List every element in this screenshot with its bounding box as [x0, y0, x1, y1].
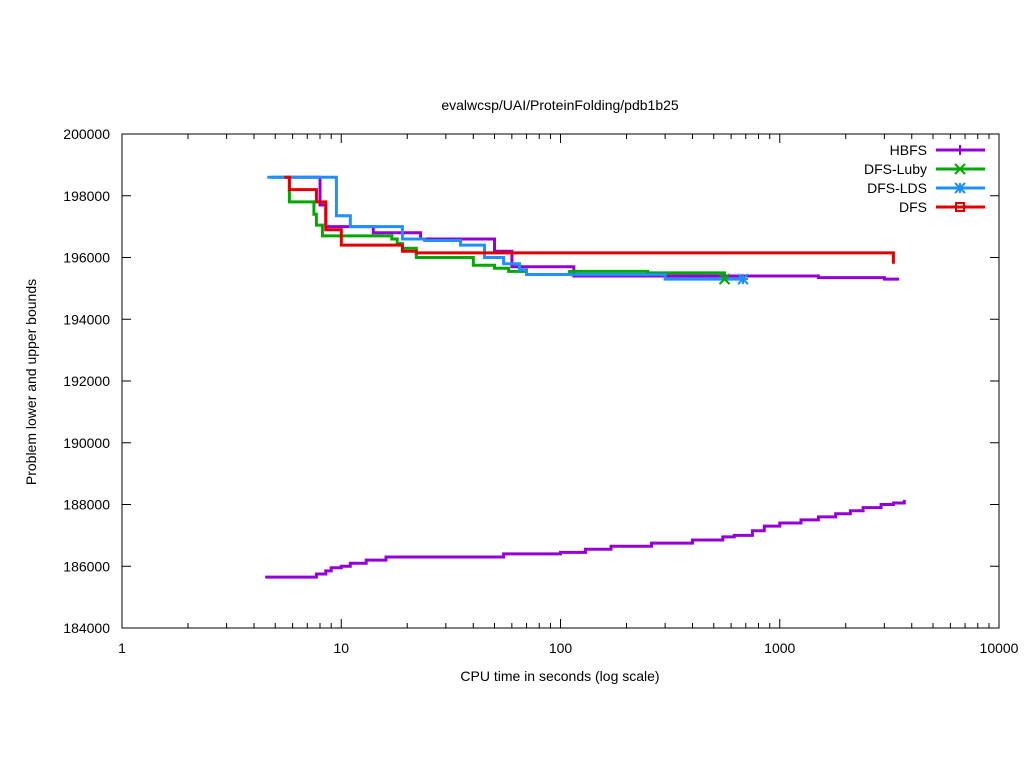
legend-marker	[954, 182, 966, 194]
y-axis-label: Problem lower and upper bounds	[23, 279, 39, 485]
y-tick-label: 184000	[63, 620, 110, 636]
y-tick-label: 190000	[63, 435, 110, 451]
legend-label: DFS-LDS	[867, 180, 927, 196]
series-line-dfs-lds	[267, 175, 743, 281]
chart-title: evalwcsp/UAI/ProteinFolding/pdb1b25	[441, 97, 679, 113]
y-tick-label: 188000	[63, 497, 110, 513]
series-end-marker	[718, 273, 731, 285]
series-end-marker	[737, 273, 749, 285]
x-tick-label: 100	[549, 640, 573, 656]
x-tick-label: 10000	[980, 640, 1019, 656]
legend-label: HBFS	[890, 142, 927, 158]
y-tick-label: 186000	[63, 558, 110, 574]
x-axis-label: CPU time in seconds (log scale)	[460, 668, 659, 684]
x-tick-label: 1000	[764, 640, 795, 656]
y-tick-label: 192000	[63, 373, 110, 389]
series-line-dfs	[284, 175, 895, 264]
plot-area	[265, 175, 906, 579]
series-line-hbfs	[284, 175, 899, 281]
x-tick-label: 1	[118, 640, 126, 656]
legend-marker	[954, 163, 966, 175]
y-tick-label: 198000	[63, 188, 110, 204]
y-tick-label: 200000	[63, 126, 110, 142]
y-tick-label: 196000	[63, 250, 110, 266]
legend-marker	[955, 202, 965, 212]
legend-marker	[955, 145, 965, 155]
series-line-dfs-luby	[271, 175, 726, 280]
series-line-hbfs-lower-bound	[265, 499, 906, 579]
legend: HBFS DFS-Luby DFS-LDS DFS	[864, 142, 985, 215]
y-tick-label: 194000	[63, 311, 110, 327]
x-tick-label: 10	[333, 640, 349, 656]
legend-label: DFS	[899, 199, 927, 215]
axes: 1 10 100 1000 10000 184000 186000 188000 190000 1…	[63, 126, 1018, 656]
legend-label: DFS-Luby	[864, 161, 927, 177]
